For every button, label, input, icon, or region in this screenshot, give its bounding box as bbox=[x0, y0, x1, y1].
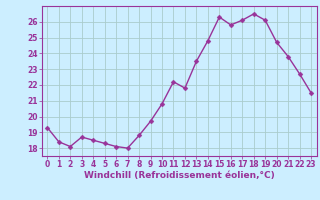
X-axis label: Windchill (Refroidissement éolien,°C): Windchill (Refroidissement éolien,°C) bbox=[84, 171, 275, 180]
